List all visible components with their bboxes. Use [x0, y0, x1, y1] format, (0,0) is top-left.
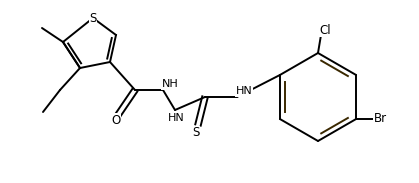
Text: O: O [111, 113, 121, 126]
Text: Br: Br [374, 113, 387, 126]
Text: HN: HN [168, 113, 184, 123]
Text: S: S [89, 12, 97, 25]
Text: Cl: Cl [319, 23, 331, 36]
Text: HN: HN [235, 86, 252, 96]
Text: S: S [192, 126, 200, 139]
Text: NH: NH [162, 79, 178, 89]
